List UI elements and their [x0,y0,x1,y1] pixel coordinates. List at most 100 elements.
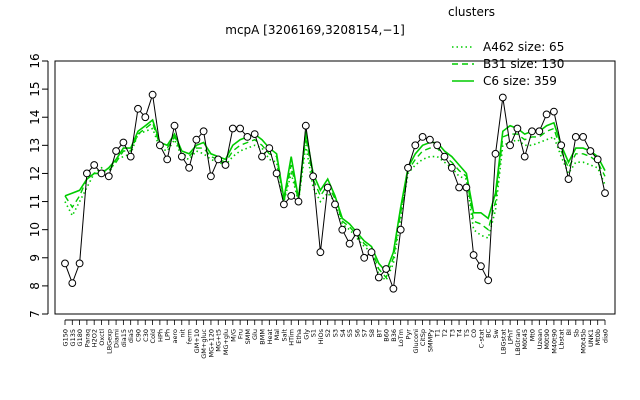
series-lines [64,118,606,282]
data-point [177,152,186,161]
data-point [506,141,515,150]
x-tick-label: Etha [295,329,303,344]
data-point [316,248,325,257]
data-point [382,265,391,273]
data-point [593,155,602,164]
x-tick-label: BMM [259,329,267,345]
data-point [90,161,99,169]
x-tick-label: C0 [470,329,478,338]
data-point [272,169,281,178]
x-tick-label: MG+t5 [215,329,223,352]
data-point [404,163,412,172]
x-tick-label: GM+10 [193,329,201,353]
x-tick-label: H2O2 [91,329,99,347]
data-point [163,155,172,164]
x-tick-label: Mal [273,329,281,341]
data-point [301,121,310,130]
data-point [75,259,84,268]
x-tick-label: M/G [229,329,237,342]
x-tick-label: Uzean [536,329,544,349]
data-point [68,279,77,288]
data-point [185,163,194,172]
x-tick-label: SMM [244,329,252,344]
x-tick-label: Glu [251,329,259,340]
data-point [207,172,215,181]
x-tick-label: T3 [448,329,456,338]
data-point [126,152,135,161]
y-tick-label: 9 [28,254,42,262]
x-tick-label: LoTm [397,329,405,347]
data-point [236,124,245,133]
data-point [469,251,478,259]
data-point [265,144,274,153]
data-point [557,141,566,150]
x-tick-label: LBGstat [499,329,507,355]
series-line-dashed [64,121,606,279]
x-tick-label: Sb [572,329,580,337]
x-tick-label: Mt0 [529,329,537,341]
data-point [192,135,201,144]
y-tick-label: 15 [28,81,42,96]
x-tick-label: S4 [339,329,347,337]
x-tick-label: GM+gluc [200,329,208,359]
x-tick-label: Diami [113,329,121,348]
x-tick-label: B36 [390,329,398,342]
x-tick-label: S6 [353,329,361,337]
y-tick-label: 13 [28,138,42,153]
x-tick-label: Gly [302,329,310,340]
x-tick-label: M0t90 [543,329,551,350]
plot-frame [54,60,616,315]
data-point [250,130,259,139]
y-tick-label: 10 [28,222,42,237]
y-axis: 7 8 9 10 11 12 13 14 15 16 [28,53,49,318]
x-tick-label: HPh [156,329,164,342]
data-point [440,152,449,161]
data-point [323,183,332,192]
data-point [601,189,609,198]
data-point [156,141,164,150]
data-point [112,147,120,155]
data-point [199,127,208,136]
x-tick-label: dia15 [120,329,128,347]
x-tick-label: M40t90 [550,329,558,354]
x-tick-label: T2 [441,329,449,338]
x-tick-label: CitSp [419,329,427,346]
x-tick-label: ferm [186,329,194,344]
data-point [353,228,361,237]
data-point [258,152,266,161]
data-point [455,183,464,192]
data-point [83,169,91,178]
data-point [119,138,128,147]
x-tick-label: HTim [288,329,296,346]
data-point [214,155,223,164]
data-point [411,141,420,150]
data-point [491,149,500,158]
data-point [418,133,427,141]
data-point [141,113,150,122]
data-point [462,183,471,192]
x-tick-label: BT [375,329,383,337]
data-point [243,133,252,141]
data-point [148,90,157,99]
data-point [221,161,230,169]
data-points [61,90,609,293]
y-tick-label: 12 [28,166,42,181]
x-tick-label: Mt0b [594,329,602,345]
y-tick-label: 8 [28,282,42,290]
x-tick-label: C30 [142,329,150,342]
x-tick-label: BC [485,329,493,338]
x-tick-label: Paraq [83,329,91,347]
x-tick-label: nit [178,329,186,338]
x-tick-label: S2 [324,329,332,337]
legend-title: clusters [448,5,495,19]
x-tick-label: B60 [383,329,391,342]
data-point [579,133,587,141]
x-tick-label: Pyr [404,329,412,340]
data-point [374,273,383,282]
data-point [345,239,354,248]
legend-label: A462 size: 65 [483,40,564,54]
x-tick-label: C-stat [477,329,485,349]
data-point [528,127,536,136]
data-point [97,169,106,178]
